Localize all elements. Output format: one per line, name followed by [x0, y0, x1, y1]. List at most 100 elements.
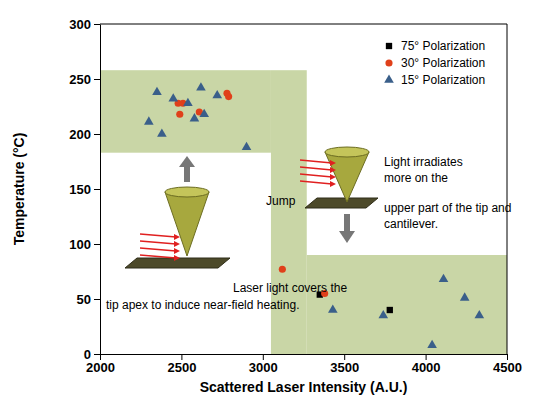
tip-top	[165, 187, 209, 197]
tick: 50	[77, 292, 100, 307]
tick-label: 100	[69, 237, 91, 252]
point	[328, 304, 338, 312]
legend-label: 75° Polarization	[401, 39, 485, 53]
tick-mark	[344, 354, 345, 360]
point	[387, 307, 393, 313]
arrow-head	[330, 160, 336, 166]
illustrations	[125, 147, 378, 268]
point	[199, 109, 209, 117]
tick-mark	[94, 354, 100, 355]
tick-mark	[94, 134, 100, 135]
tick-label: 4000	[412, 360, 441, 375]
laser-arrow	[300, 160, 332, 163]
point	[378, 310, 388, 318]
tick-mark	[507, 354, 508, 360]
tick: 0	[84, 347, 100, 362]
tick: 150	[69, 182, 100, 197]
tip-top	[325, 147, 369, 157]
tick: 3000	[249, 354, 278, 375]
legend-marker	[385, 59, 392, 66]
chart: 2000250030003500400045000501001502002503…	[0, 0, 543, 406]
tick-mark	[100, 354, 101, 360]
tick-label: 300	[69, 17, 91, 32]
tick: 4000	[412, 354, 441, 375]
arrow-head	[330, 167, 336, 173]
legend-label: 30° Polarization	[401, 56, 485, 70]
tick: 250	[69, 72, 100, 87]
gray-arrow	[344, 214, 350, 232]
tick-mark	[426, 354, 427, 360]
tick-mark	[263, 354, 264, 360]
laser-arrow	[140, 255, 176, 258]
laser-arrow	[300, 167, 332, 170]
laser-arrow	[140, 248, 176, 251]
arrow-head	[174, 234, 180, 240]
gray-arrow	[184, 166, 190, 182]
arrow-head	[330, 181, 336, 187]
tip	[165, 192, 209, 256]
tick-mark	[94, 24, 100, 25]
tick: 100	[69, 237, 100, 252]
laser-arrow	[300, 174, 332, 177]
point	[475, 310, 485, 318]
point	[168, 93, 178, 101]
y-axis-title: Temperature (°C)	[11, 133, 27, 246]
axis-line	[101, 354, 508, 355]
tip	[325, 152, 369, 202]
point	[152, 87, 162, 95]
x-axis: 200025003000350040004500	[86, 354, 522, 375]
annotation: Light irradiates	[384, 155, 463, 169]
tick-label: 250	[69, 72, 91, 87]
sample-plate	[125, 258, 230, 268]
axis-line	[100, 25, 101, 355]
tick: 2500	[167, 354, 196, 375]
annotation: tip apex to induce near-field heating.	[106, 298, 299, 312]
legend-label: 15° Polarization	[401, 73, 485, 87]
point	[460, 292, 470, 300]
legend-marker	[384, 74, 394, 82]
legend-marker	[386, 43, 392, 49]
annotation: upper part of the tip and	[384, 201, 511, 215]
annotation: Jump	[266, 194, 296, 208]
arrow-head	[330, 174, 336, 180]
point	[176, 111, 183, 118]
point	[279, 266, 286, 273]
sample-plate	[305, 198, 378, 208]
tick-mark	[94, 299, 100, 300]
tick-label: 3000	[249, 360, 278, 375]
laser-arrow	[140, 234, 176, 237]
region	[100, 70, 271, 153]
tick-label: 4500	[493, 360, 522, 375]
tick-label: 50	[77, 292, 91, 307]
tick-mark	[94, 79, 100, 80]
region	[307, 255, 507, 354]
point	[225, 93, 232, 100]
tick-label: 150	[69, 182, 91, 197]
point	[157, 128, 167, 136]
annotation: more on the	[384, 171, 448, 185]
legend: 75° Polarization 30° Polarization 15° Pola…	[384, 39, 485, 87]
tick-mark	[181, 354, 182, 360]
annotation: cantilever.	[384, 217, 438, 231]
tick-mark	[94, 189, 100, 190]
tick-label: 200	[69, 127, 91, 142]
point	[190, 113, 200, 121]
y-axis: 0 50 100 150 200 250 300	[69, 17, 100, 362]
point	[144, 116, 154, 124]
tick-mark	[94, 244, 100, 245]
arrow-head	[339, 231, 355, 243]
arrow-head	[174, 255, 180, 261]
tick: 300	[69, 17, 100, 32]
tick: 3500	[330, 354, 359, 375]
x-axis-title: Scattered Laser Intensity (A.U.)	[200, 379, 408, 395]
tick: 200	[69, 127, 100, 142]
annotation: Laser light covers the	[233, 281, 347, 295]
arrow-head	[174, 241, 180, 247]
point	[212, 90, 222, 98]
tick-label: 0	[84, 347, 91, 362]
tick-label: 2500	[167, 360, 196, 375]
point	[183, 98, 193, 106]
arrow-head	[179, 156, 195, 167]
tick-label: 3500	[330, 360, 359, 375]
laser-arrow	[140, 241, 176, 244]
